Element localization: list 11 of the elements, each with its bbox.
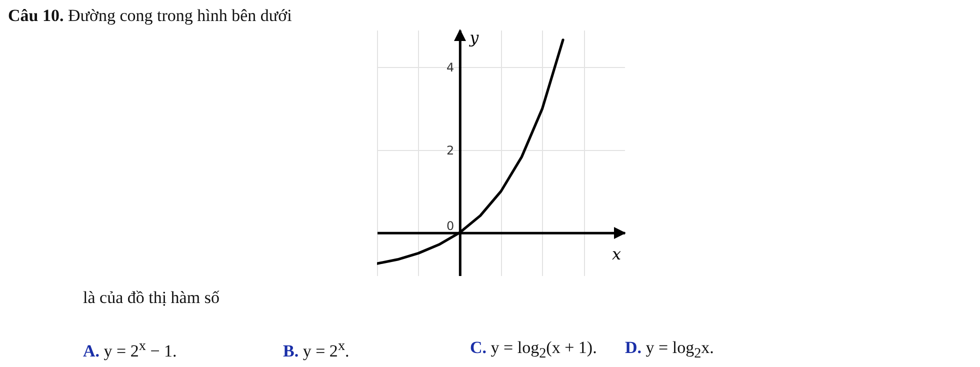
y-axis-title: y bbox=[468, 28, 480, 47]
text: A. y = 2$^{x}$ − 1. bbox=[83, 338, 177, 362]
text: B. y = 2$^{x}$. bbox=[283, 338, 350, 362]
y-tick-label: 0 bbox=[446, 219, 454, 234]
text: C. y = log$_{2}$(x + 1). bbox=[470, 338, 597, 362]
y-tick-label: 2 bbox=[446, 143, 454, 158]
text: Câu 10. Đường cong trong hình bên dưới bbox=[8, 6, 292, 26]
text: D. y = log$_{2}$x. bbox=[625, 338, 714, 362]
text: là của đồ thị hàm số bbox=[83, 288, 220, 308]
x-axis-title: x bbox=[612, 244, 621, 264]
y-tick-label: 4 bbox=[446, 60, 454, 75]
